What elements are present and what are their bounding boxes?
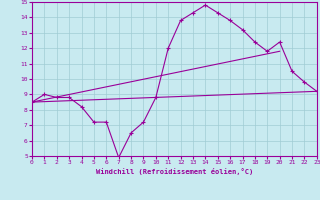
X-axis label: Windchill (Refroidissement éolien,°C): Windchill (Refroidissement éolien,°C) — [96, 168, 253, 175]
